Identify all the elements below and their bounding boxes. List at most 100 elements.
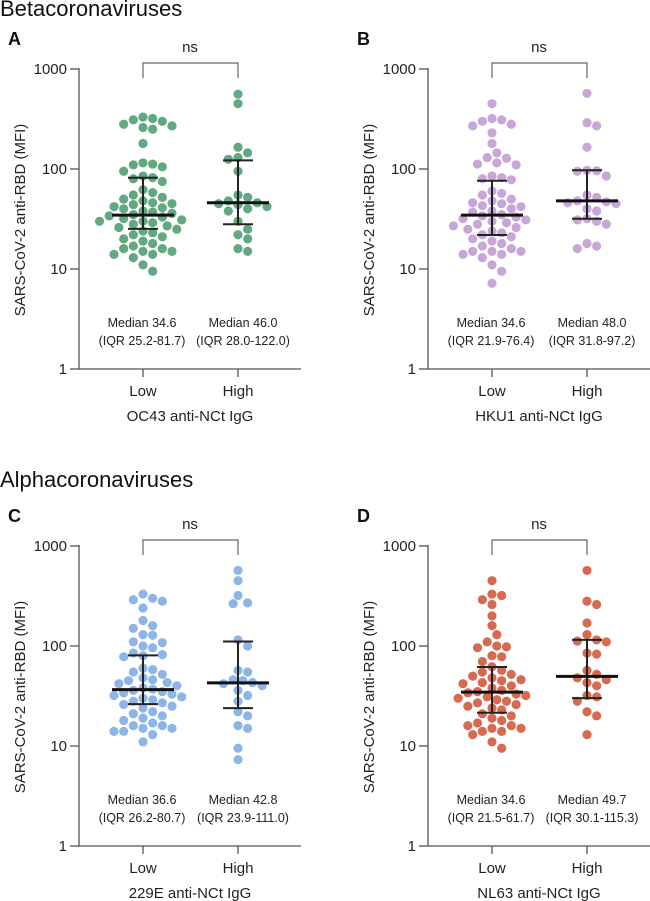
- data-point: [572, 215, 582, 225]
- data-point: [223, 154, 233, 164]
- data-point: [109, 202, 119, 212]
- data-point: [148, 218, 158, 228]
- data-point: [472, 219, 483, 229]
- data-point: [601, 637, 611, 647]
- panel-a: A 1 10 100 1000 Low High OC43 anti-NCt IgG SARS-…: [8, 29, 301, 425]
- data-point: [592, 241, 602, 251]
- data-point: [477, 116, 487, 126]
- x-tick-label: Low: [129, 383, 157, 400]
- data-point: [138, 260, 148, 270]
- data-point: [148, 665, 158, 675]
- data-point: [487, 260, 497, 270]
- data-point: [497, 743, 507, 753]
- significance-label: ns: [531, 516, 547, 533]
- data-point: [233, 720, 243, 731]
- data-point: [138, 158, 148, 168]
- data-point: [148, 593, 158, 603]
- data-point: [592, 711, 602, 721]
- data-point: [148, 266, 158, 276]
- data-point: [463, 224, 473, 234]
- median-annotation: Median 42.8: [209, 793, 278, 807]
- data-point: [177, 692, 187, 702]
- data-point: [506, 681, 516, 691]
- data-point: [243, 192, 253, 202]
- data-point: [492, 641, 502, 651]
- data-point: [601, 171, 611, 181]
- data-point: [592, 206, 602, 216]
- data-point: [487, 620, 497, 631]
- data-point: [582, 630, 592, 640]
- data-point: [592, 599, 602, 610]
- data-point: [119, 234, 129, 244]
- data-point: [243, 667, 253, 677]
- data-point: [138, 737, 148, 747]
- data-point: [157, 203, 167, 213]
- data-point: [233, 590, 243, 601]
- data-point: [492, 148, 502, 158]
- median-annotation: Median 34.6: [108, 316, 177, 330]
- data-point: [453, 693, 463, 703]
- data-point: [521, 215, 531, 225]
- data-point: [487, 246, 497, 256]
- data-point: [243, 148, 253, 158]
- data-point: [497, 199, 507, 209]
- data-point: [592, 692, 602, 702]
- data-point: [233, 89, 243, 99]
- y-tick-label: 10: [50, 261, 67, 278]
- data-point: [511, 222, 521, 233]
- data-point: [138, 122, 148, 133]
- data-point: [138, 603, 148, 613]
- data-point: [497, 115, 507, 125]
- x-axis-label: 229E anti-NCt IgG: [129, 885, 252, 901]
- data-point: [119, 715, 129, 726]
- data-point: [157, 232, 167, 242]
- data-point: [472, 718, 483, 728]
- data-point: [501, 696, 512, 706]
- data-point: [501, 642, 512, 652]
- data-point: [506, 175, 516, 185]
- data-point: [506, 232, 516, 242]
- significance-label: ns: [531, 39, 547, 56]
- iqr-annotation: (IQR 21.5-61.7): [448, 811, 535, 825]
- y-tick-label: 100: [391, 638, 416, 655]
- data-point: [458, 679, 468, 689]
- data-point: [119, 119, 129, 129]
- data-point: [506, 119, 516, 129]
- median-annotation: Median 49.7: [558, 793, 627, 807]
- x-axis-label: NL63 anti-NCt IgG: [477, 885, 600, 901]
- data-point: [492, 158, 502, 168]
- data-point: [162, 678, 172, 688]
- x-axis-label: OC43 anti-NCt IgG: [127, 408, 254, 425]
- data-point: [592, 649, 602, 659]
- data-point: [477, 667, 487, 677]
- data-point: [167, 199, 177, 209]
- significance-label: ns: [182, 39, 198, 56]
- data-point: [157, 116, 167, 126]
- data-point: [468, 671, 478, 681]
- data-point: [497, 188, 507, 199]
- data-point: [572, 243, 582, 254]
- data-point: [582, 118, 592, 128]
- y-tick-label: 10: [399, 261, 416, 278]
- data-point: [243, 711, 253, 721]
- data-point: [497, 249, 507, 259]
- data-point: [468, 246, 478, 256]
- data-point: [592, 121, 602, 131]
- y-tick-label: 1: [408, 838, 416, 855]
- data-point: [157, 720, 167, 731]
- data-point: [148, 198, 158, 208]
- data-point: [468, 730, 478, 740]
- data-point: [233, 755, 243, 765]
- data-point: [148, 124, 158, 134]
- data-point: [228, 599, 238, 609]
- data-point: [477, 656, 487, 667]
- data-point: [233, 576, 243, 586]
- data-point: [138, 236, 148, 246]
- data-point: [119, 194, 129, 204]
- data-point: [233, 243, 243, 254]
- data-point: [472, 698, 483, 708]
- data-point: [516, 675, 526, 685]
- data-point: [243, 598, 253, 608]
- data-point: [521, 690, 531, 701]
- data-point: [511, 699, 521, 710]
